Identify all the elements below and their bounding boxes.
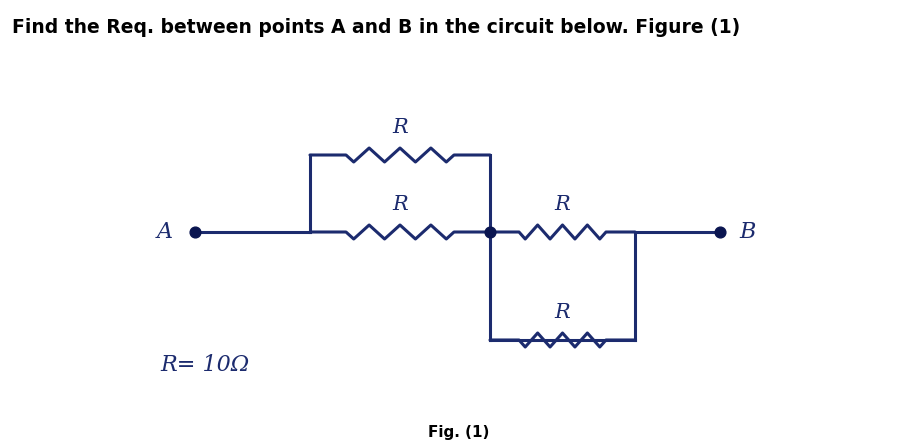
Text: R: R [554, 195, 570, 214]
Text: B: B [740, 221, 756, 243]
Point [483, 229, 498, 236]
Point [187, 229, 202, 236]
Text: R= 10Ω: R= 10Ω [160, 354, 250, 376]
Point [712, 229, 727, 236]
Text: Fig. (1): Fig. (1) [429, 424, 489, 440]
Text: R: R [554, 303, 570, 322]
Text: R: R [392, 118, 408, 137]
Text: R: R [392, 195, 408, 214]
Text: Find the Req. between points A and B in the circuit below. Figure (1): Find the Req. between points A and B in … [12, 18, 740, 37]
Text: A: A [157, 221, 174, 243]
